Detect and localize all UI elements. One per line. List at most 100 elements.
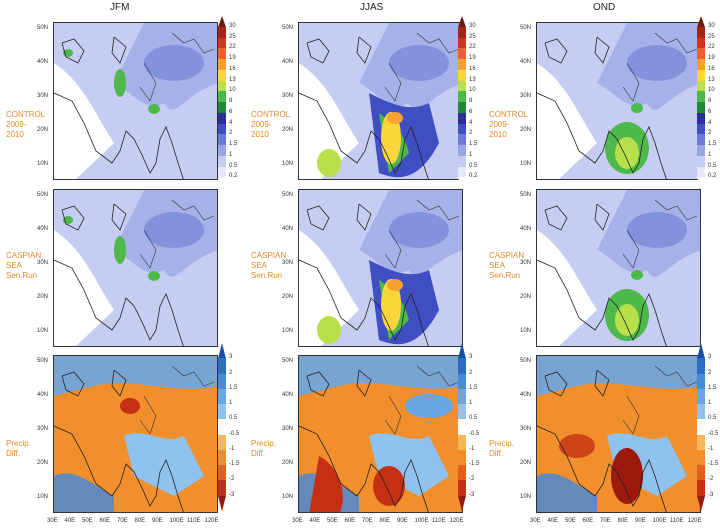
lat-tick-label: 20N	[282, 294, 294, 300]
colorbar-tick-label: 16	[229, 65, 236, 72]
lon-tick-label: 70E	[362, 518, 373, 524]
lon-tick-label: 40E	[64, 518, 76, 524]
colorbar-segment	[697, 69, 705, 81]
map-panel-jfm-diff	[53, 355, 218, 513]
map-field	[299, 190, 462, 346]
colorbar-tick-label: -3	[229, 491, 235, 498]
colorbar-segment	[697, 480, 705, 497]
map-panel-jjas-diff	[298, 355, 463, 513]
colorbar-tick-label: 3	[229, 354, 233, 361]
colorbar-tick-label: 30	[708, 22, 715, 29]
diff-colorbar-jfm	[218, 343, 226, 512]
colorbar-segment	[458, 465, 466, 481]
colorbar-segment	[697, 388, 705, 405]
lat-tick-label: 50N	[37, 25, 49, 31]
lat-tick-label: 20N	[520, 127, 532, 133]
lat-tick-label: 30N	[520, 93, 532, 99]
lon-tick-label: 50E	[82, 518, 93, 524]
row-label-line: SEA	[6, 261, 23, 270]
colorbar-tick-label: 30	[229, 22, 236, 29]
map-field	[537, 356, 700, 512]
colorbar-segment	[458, 434, 466, 451]
colorbar-segment	[697, 404, 705, 420]
row-label-line: 2010	[489, 130, 507, 139]
colorbar-segment	[218, 434, 226, 451]
lon-tick-label: 90E	[397, 518, 408, 524]
lat-tick-label: 40N	[37, 392, 49, 398]
colorbar-segment	[458, 59, 466, 71]
row-label-caspian: CASPIAN SEA Sen.Run	[251, 251, 286, 281]
lat-tick-label: 40N	[520, 226, 532, 232]
lon-tick-label: 110E	[187, 518, 201, 524]
row-label-diff: Precip. Diff.	[6, 439, 31, 459]
colorbar-tick-label: 2	[229, 130, 233, 137]
colorbar-tick-label: -3	[469, 491, 475, 498]
colorbar-tick-label: 1.5	[229, 141, 238, 147]
colorbar-segment	[218, 358, 226, 375]
colorbar-segment	[697, 37, 705, 49]
row-label-line: CASPIAN	[251, 251, 287, 260]
colorbar-tick-label: -1.5	[708, 461, 719, 468]
lat-tick-label: 50N	[37, 358, 49, 364]
colorbar-segment	[697, 145, 705, 157]
lat-tick-label: 20N	[282, 127, 294, 133]
colorbar-tick-label: -0.5	[229, 430, 240, 437]
colorbar-tick-label: 1	[469, 151, 473, 158]
colorbar-tick-label: 8	[708, 98, 712, 104]
colorbar-tick-label: -0.5	[708, 430, 719, 437]
colorbar-segment	[218, 102, 226, 114]
row-label-line: Precip.	[251, 439, 276, 448]
colorbar-segment	[458, 102, 466, 114]
colorbar-tick-label: 1	[469, 400, 473, 407]
colorbar-tick-label: 6	[708, 108, 712, 115]
lon-tick-label: 120E	[204, 518, 219, 524]
map-field	[54, 190, 217, 346]
colorbar-tick-label: 25	[229, 33, 236, 40]
colorbar-tick-label: 10	[708, 87, 715, 94]
lat-tick-label: 10N	[520, 494, 532, 500]
map-panel-jjas-control	[298, 22, 463, 180]
colorbar-segment	[218, 123, 226, 135]
colorbar-tick-label: 22	[469, 44, 476, 51]
lon-tick-label: 110E	[670, 518, 684, 524]
row-label-line: Sen.Run	[251, 271, 283, 280]
colorbar-segment	[697, 449, 705, 466]
colorbar-tick-label: 2	[469, 130, 473, 137]
season-title-jjas: JJAS	[360, 2, 384, 13]
colorbar-segment	[218, 419, 226, 436]
map-panel-jjas-caspian	[298, 189, 463, 347]
map-field	[299, 356, 462, 512]
lon-tick-label: 60E	[344, 518, 356, 524]
row-label-diff: Precip. Diff.	[489, 439, 514, 459]
colorbar-segment	[218, 465, 226, 481]
row-label-line: Sen.Run	[489, 271, 521, 280]
colorbar-tick-label: 0.2	[708, 173, 717, 180]
colorbar-segment	[458, 48, 466, 60]
lat-tick-label: 50N	[520, 25, 532, 31]
colorbar-segment	[697, 177, 705, 189]
map-field	[299, 23, 462, 179]
lat-tick-label: 50N	[520, 358, 532, 364]
colorbar-segment	[697, 26, 705, 38]
lat-tick-label: 50N	[37, 192, 49, 198]
colorbar-segment	[218, 155, 226, 167]
lon-tick-label: 60E	[582, 518, 594, 524]
colorbar-tick-label: 1.5	[708, 141, 717, 147]
lat-tick-label: 30N	[520, 426, 532, 432]
colorbar-tick-label: 1.5	[469, 141, 478, 147]
row-label-caspian: CASPIAN SEA Sen.Run	[6, 251, 41, 281]
row-label-line: CONTROL	[251, 110, 291, 119]
lat-tick-label: 10N	[282, 328, 294, 334]
colorbar-segment	[697, 358, 705, 375]
colorbar-tick-label: 1	[229, 151, 233, 158]
colorbar-segment	[697, 91, 705, 103]
lat-tick-label: 10N	[520, 161, 532, 167]
precip-colorbar-jfm	[218, 16, 226, 189]
colorbar-segment	[458, 69, 466, 81]
colorbar-tick-label: -1	[708, 445, 714, 452]
lat-tick-label: 40N	[282, 392, 294, 398]
row-label-line: CASPIAN	[489, 251, 525, 260]
colorbar-tick-label: 3	[708, 354, 712, 361]
colorbar-tick-label: 6	[469, 108, 473, 115]
lat-tick-label: 30N	[282, 93, 294, 99]
